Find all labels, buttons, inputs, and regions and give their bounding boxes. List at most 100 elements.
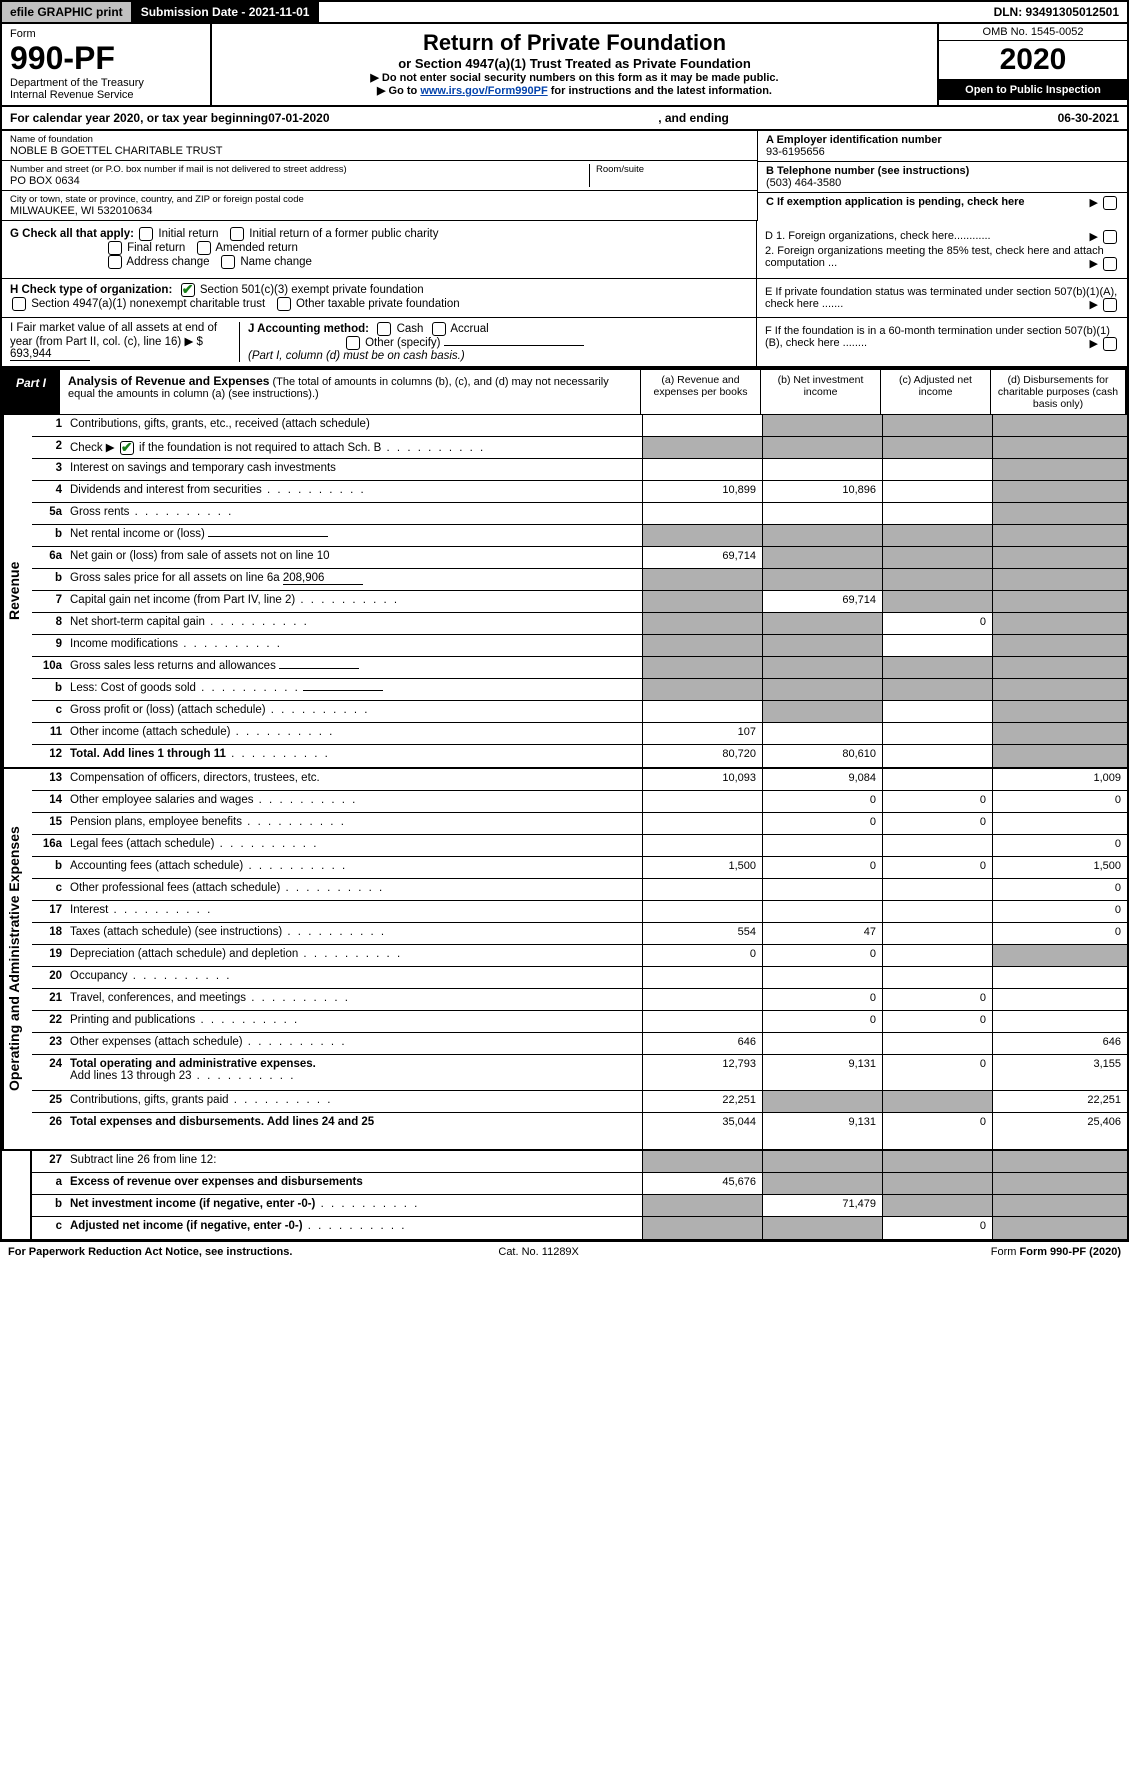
section-g-d: G Check all that apply: Initial return I… <box>0 221 1129 278</box>
j-other-checkbox[interactable] <box>346 336 360 350</box>
e-checkbox[interactable] <box>1103 298 1117 312</box>
form-subtitle: or Section 4947(a)(1) Trust Treated as P… <box>222 56 927 71</box>
d1-label: D 1. Foreign organizations, check here..… <box>765 230 991 242</box>
j-o1: Cash <box>397 323 424 335</box>
part1-title: Analysis of Revenue and Expenses <box>68 374 269 388</box>
r22-b: 0 <box>762 1011 882 1032</box>
r17-num: 17 <box>32 901 66 922</box>
j-o3: Other (specify) <box>365 337 440 349</box>
form-header: Form 990-PF Department of the Treasury I… <box>0 24 1129 107</box>
r5b-num: b <box>32 525 66 546</box>
r7-desc: Capital gain net income (from Part IV, l… <box>66 591 642 612</box>
cal-pre: For calendar year 2020, or tax year begi… <box>10 111 268 125</box>
g-address-change-checkbox[interactable] <box>108 255 122 269</box>
r6b-num: b <box>32 569 66 590</box>
r24-c: 0 <box>882 1055 992 1090</box>
header-mid: Return of Private Foundation or Section … <box>212 24 937 105</box>
r9-desc: Income modifications <box>66 635 642 656</box>
r13-a: 10,093 <box>642 769 762 790</box>
g-initial-return-checkbox[interactable] <box>139 227 153 241</box>
r24-d: 3,155 <box>992 1055 1127 1090</box>
r9-num: 9 <box>32 635 66 656</box>
top-bar: efile GRAPHIC print Submission Date - 20… <box>0 0 1129 24</box>
form-number: 990-PF <box>10 40 202 77</box>
r13-d: 1,009 <box>992 769 1127 790</box>
r6b-desc: Gross sales price for all assets on line… <box>66 569 642 590</box>
j-accrual-checkbox[interactable] <box>432 322 446 336</box>
r12-num: 12 <box>32 745 66 767</box>
col-b-header: (b) Net investment income <box>760 370 880 414</box>
foundation-name-label: Name of foundation <box>10 134 749 145</box>
g-amended-checkbox[interactable] <box>197 241 211 255</box>
r16b-c: 0 <box>882 857 992 878</box>
r27a-desc: Excess of revenue over expenses and disb… <box>66 1173 642 1194</box>
dept-label: Department of the Treasury <box>10 77 202 89</box>
footer-right: Form Form 990-PF (2020) <box>991 1246 1121 1258</box>
r27b-desc: Net investment income (if negative, ente… <box>66 1195 642 1216</box>
r1-desc: Contributions, gifts, grants, etc., rece… <box>66 415 642 436</box>
r18-a: 554 <box>642 923 762 944</box>
g-final-return-checkbox[interactable] <box>108 241 122 255</box>
r4-a: 10,899 <box>642 481 762 502</box>
g-initial-former-checkbox[interactable] <box>230 227 244 241</box>
r17-d: 0 <box>992 901 1127 922</box>
section-h-e: H Check type of organization: Section 50… <box>0 278 1129 317</box>
submission-date-button[interactable]: Submission Date - 2021-11-01 <box>133 2 320 22</box>
r20-desc: Occupancy <box>66 967 642 988</box>
r10c-desc: Gross profit or (loss) (attach schedule) <box>66 701 642 722</box>
r13-num: 13 <box>32 769 66 790</box>
r24-desc: Total operating and administrative expen… <box>66 1055 642 1090</box>
r17-desc: Interest <box>66 901 642 922</box>
g-o2: Initial return of a former public charit… <box>249 228 438 240</box>
c-label: C If exemption application is pending, c… <box>766 196 1025 208</box>
r26-a: 35,044 <box>642 1113 762 1149</box>
part1-tab: Part I <box>2 370 60 414</box>
f-checkbox[interactable] <box>1103 337 1117 351</box>
r27-num: 27 <box>32 1151 66 1172</box>
cal-begin: 07-01-2020 <box>268 111 329 125</box>
r21-num: 21 <box>32 989 66 1010</box>
efile-button[interactable]: efile GRAPHIC print <box>2 2 133 22</box>
r23-num: 23 <box>32 1033 66 1054</box>
d1-checkbox[interactable] <box>1103 230 1117 244</box>
r27b-b: 71,479 <box>762 1195 882 1216</box>
c-checkbox[interactable] <box>1103 196 1117 210</box>
r15-desc: Pension plans, employee benefits <box>66 813 642 834</box>
r4-num: 4 <box>32 481 66 502</box>
j-cash-checkbox[interactable] <box>377 322 391 336</box>
r22-c: 0 <box>882 1011 992 1032</box>
r3-num: 3 <box>32 459 66 480</box>
ein-label: A Employer identification number <box>766 134 1119 146</box>
h-other-checkbox[interactable] <box>277 297 291 311</box>
i-value: 693,944 <box>10 348 90 361</box>
r16b-a: 1,500 <box>642 857 762 878</box>
h-501c3-checkbox[interactable] <box>181 283 195 297</box>
r5a-desc: Gross rents <box>66 503 642 524</box>
r6a-a: 69,714 <box>642 547 762 568</box>
h-o1: Section 501(c)(3) exempt private foundat… <box>200 284 424 296</box>
form-link[interactable]: www.irs.gov/Form990PF <box>420 85 547 97</box>
r27c-c: 0 <box>882 1217 992 1239</box>
d2-checkbox[interactable] <box>1103 257 1117 271</box>
r26-c: 0 <box>882 1113 992 1149</box>
r13-b: 9,084 <box>762 769 882 790</box>
col-d-header: (d) Disbursements for charitable purpose… <box>990 370 1125 414</box>
g-name-change-checkbox[interactable] <box>221 255 235 269</box>
d2-label: 2. Foreign organizations meeting the 85%… <box>765 245 1104 269</box>
r27c-num: c <box>32 1217 66 1239</box>
r2-checkbox[interactable] <box>120 441 134 455</box>
r21-c: 0 <box>882 989 992 1010</box>
foundation-name: NOBLE B GOETTEL CHARITABLE TRUST <box>10 145 749 157</box>
h-4947-checkbox[interactable] <box>12 297 26 311</box>
tax-year: 2020 <box>939 41 1127 80</box>
address-label: Number and street (or P.O. box number if… <box>10 164 589 175</box>
r20-num: 20 <box>32 967 66 988</box>
r14-b: 0 <box>762 791 882 812</box>
col-a-header: (a) Revenue and expenses per books <box>640 370 760 414</box>
r6a-desc: Net gain or (loss) from sale of assets n… <box>66 547 642 568</box>
phone-label: B Telephone number (see instructions) <box>766 165 1119 177</box>
r10a-desc: Gross sales less returns and allowances <box>66 657 642 678</box>
line27-grid: 27Subtract line 26 from line 12: aExcess… <box>0 1151 1129 1241</box>
g-label: G Check all that apply: <box>10 228 134 240</box>
r18-b: 47 <box>762 923 882 944</box>
